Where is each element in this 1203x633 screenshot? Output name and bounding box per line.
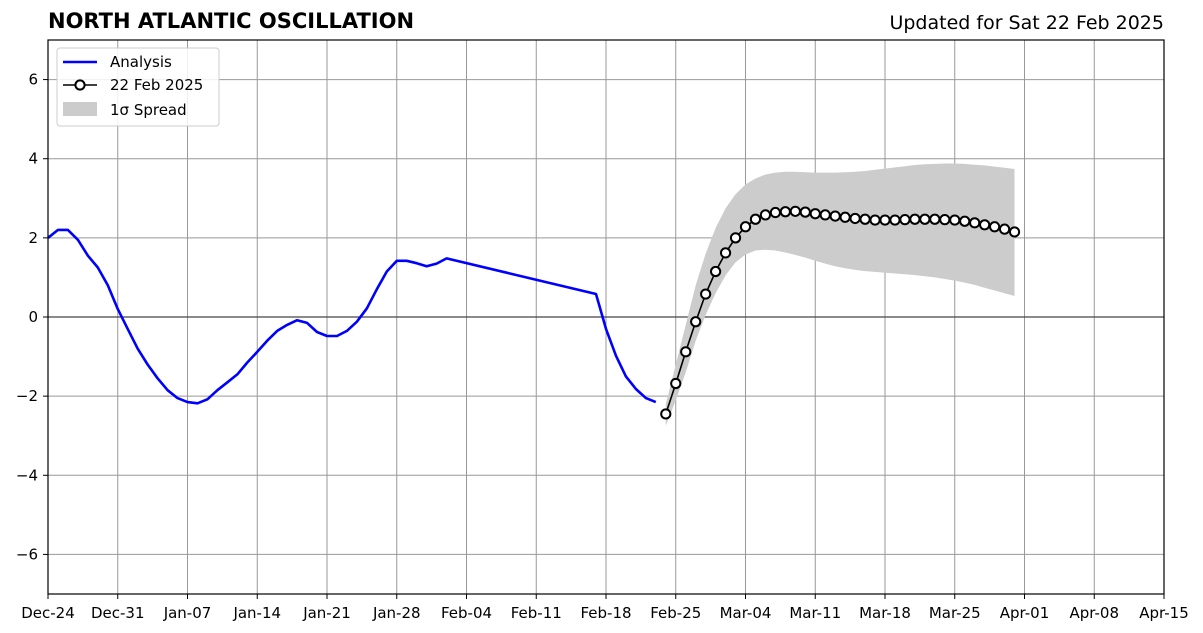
x-tick-label: Feb-18 [580,604,631,622]
y-tick-label: 2 [28,229,38,247]
x-tick-label: Jan-14 [232,604,281,622]
y-tick-label: 6 [28,71,38,89]
forecast-point [779,206,791,218]
forecast-point [710,265,722,278]
x-tick-label: Jan-07 [163,604,212,622]
forecast-point [909,213,921,225]
spread-band-layer [665,163,1015,426]
chart-subtitle: Updated for Sat 22 Feb 2025 [889,12,1164,34]
forecast-point [899,214,911,226]
forecast-point [869,214,881,226]
legend-box [56,47,220,127]
forecast-point [879,214,891,226]
forecast-point [799,206,811,218]
forecast-point [849,212,861,225]
x-tick-label: Feb-04 [441,604,492,622]
x-tick-label: Apr-15 [1139,604,1189,622]
legend: Analysis 22 Feb 2025 1σ Spread [56,47,220,127]
y-tick-label: −4 [16,466,38,484]
forecast-point [690,316,702,328]
legend-analysis-label: Analysis [110,53,172,71]
y-tick-label: 4 [28,150,38,168]
x-tick-label: Dec-24 [21,604,75,622]
legend-spread-swatch [63,102,97,116]
y-tick-label: −2 [16,387,38,405]
x-tick-label: Mar-25 [929,604,981,622]
legend-spread-label: 1σ Spread [110,101,187,119]
forecast-point [719,247,732,259]
forecast-point [680,346,692,358]
forecast-point [839,211,851,223]
forecast-point [769,206,781,219]
plot-frame [47,39,1165,595]
series-layer [47,205,1021,420]
forecast-point [789,205,801,217]
forecast-point [670,377,682,390]
forecast-point [1008,226,1021,238]
forecast-point [889,214,901,226]
x-tick-label: Mar-04 [720,604,772,622]
analysis-line [47,228,657,405]
forecast-point [998,223,1011,235]
x-tick-label: Feb-25 [650,604,701,622]
x-tick-label: Dec-31 [91,604,145,622]
grid-lines [47,40,1165,594]
spread-band [665,163,1015,426]
forecast-point [759,209,772,221]
forecast-point [809,208,821,220]
legend-forecast-label: 22 Feb 2025 [110,76,203,94]
x-tick-label: Mar-18 [859,604,911,622]
chart-title: NORTH ATLANTIC OSCILLATION [48,9,415,33]
x-tick-label: Feb-11 [511,604,562,622]
forecast-point [969,217,981,229]
forecast-point [859,213,871,225]
forecast-point [959,215,971,227]
forecast-point [929,213,941,225]
forecast-point [739,221,752,233]
x-tick-label: Apr-08 [1070,604,1120,622]
axes: Dec-24 Dec-31 Jan-07 Jan-14 Jan-21 Jan-28 Feb-… [16,39,1189,622]
y-tick-label: −6 [16,545,38,563]
forecast-point [829,210,841,222]
forecast-point [729,232,742,244]
forecast-point [919,213,931,225]
forecast-point [949,214,961,226]
forecast-point [749,213,762,225]
forecast-point [660,408,672,420]
x-tick-label: Mar-11 [789,604,841,622]
forecast-point [979,219,991,231]
forecast-point [819,209,831,221]
forecast-point [989,221,1001,233]
x-tick-label: Jan-28 [372,604,421,622]
legend-forecast-marker [74,79,86,91]
forecast-point [939,214,951,226]
x-tick-label: Jan-21 [302,604,351,622]
y-tick-label: 0 [28,308,38,326]
x-tick-label: Apr-01 [1000,604,1050,622]
forecast-point [700,288,712,300]
